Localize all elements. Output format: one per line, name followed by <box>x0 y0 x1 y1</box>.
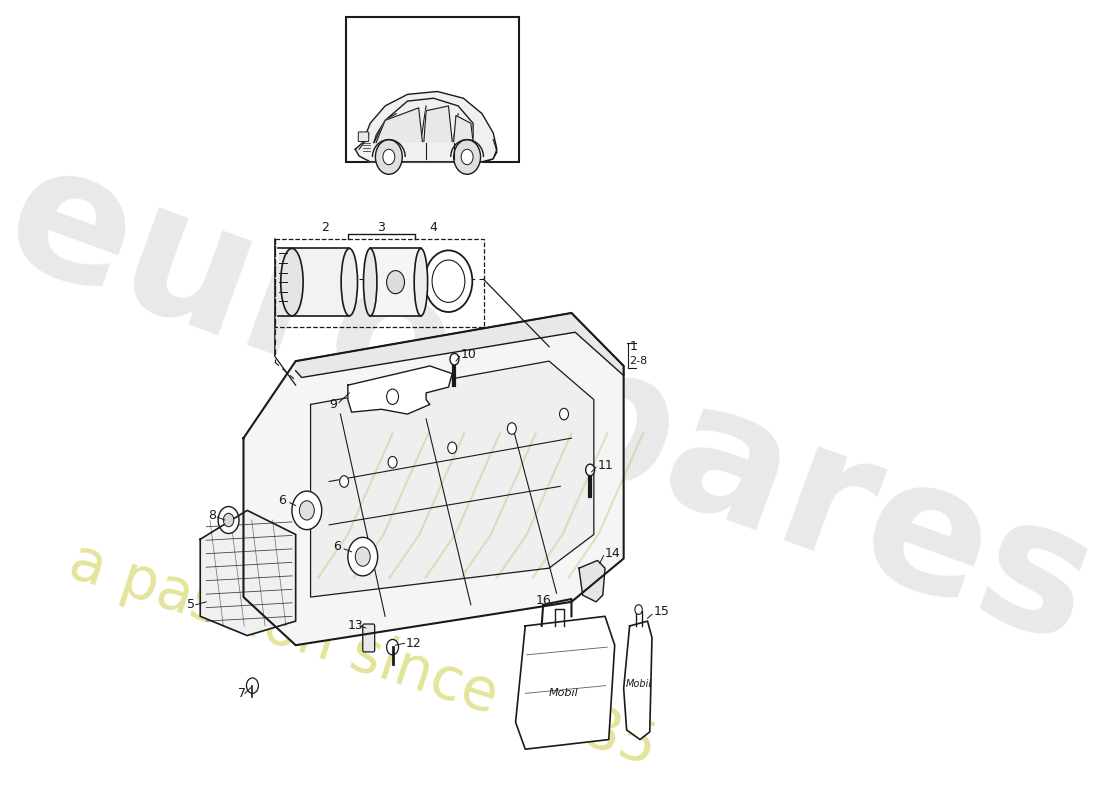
Polygon shape <box>310 361 594 597</box>
Text: 6: 6 <box>332 541 341 554</box>
Polygon shape <box>516 616 615 750</box>
Circle shape <box>386 270 405 294</box>
Text: Mobil: Mobil <box>549 688 579 698</box>
Polygon shape <box>243 313 624 645</box>
Polygon shape <box>348 366 452 414</box>
Circle shape <box>246 678 258 694</box>
Text: 9: 9 <box>329 398 337 411</box>
Polygon shape <box>579 561 605 602</box>
Polygon shape <box>424 106 452 142</box>
Text: 3: 3 <box>377 221 385 234</box>
Circle shape <box>383 150 395 165</box>
Text: 10: 10 <box>461 348 477 361</box>
Text: 1: 1 <box>629 340 638 353</box>
Text: 4: 4 <box>430 221 438 234</box>
Circle shape <box>375 140 403 174</box>
Text: 5: 5 <box>187 598 196 611</box>
Circle shape <box>450 354 459 365</box>
Circle shape <box>453 140 481 174</box>
Ellipse shape <box>415 249 428 316</box>
Circle shape <box>386 639 398 655</box>
Bar <box>275 239 484 327</box>
Text: a passion since 1985: a passion since 1985 <box>62 533 663 777</box>
Text: 12: 12 <box>406 637 421 650</box>
Text: 7: 7 <box>238 687 246 700</box>
FancyBboxPatch shape <box>359 132 369 142</box>
Circle shape <box>560 408 569 420</box>
Polygon shape <box>296 313 624 378</box>
Circle shape <box>386 389 398 405</box>
Text: 11: 11 <box>597 458 614 472</box>
Bar <box>346 18 519 162</box>
Polygon shape <box>355 91 497 162</box>
Text: eurospares: eurospares <box>0 126 1100 682</box>
Circle shape <box>507 422 516 434</box>
Ellipse shape <box>341 249 358 316</box>
Circle shape <box>218 506 239 534</box>
Circle shape <box>292 491 322 530</box>
Text: 8: 8 <box>208 509 217 522</box>
Polygon shape <box>624 621 652 739</box>
Circle shape <box>432 260 465 302</box>
Bar <box>375 249 421 316</box>
Text: 2: 2 <box>321 221 329 234</box>
Ellipse shape <box>280 249 304 316</box>
Circle shape <box>425 250 472 312</box>
Text: 6: 6 <box>278 494 286 507</box>
Text: 15: 15 <box>653 605 670 618</box>
Circle shape <box>299 501 315 520</box>
Ellipse shape <box>363 249 377 316</box>
FancyBboxPatch shape <box>363 624 375 652</box>
Text: 13: 13 <box>348 619 363 633</box>
Circle shape <box>448 442 456 454</box>
Circle shape <box>461 150 473 165</box>
Text: Mobil: Mobil <box>626 678 651 689</box>
Polygon shape <box>453 115 473 142</box>
Circle shape <box>348 538 377 576</box>
Bar <box>285 249 350 316</box>
Text: 2-8: 2-8 <box>629 356 648 366</box>
Polygon shape <box>200 510 296 635</box>
Polygon shape <box>376 108 422 142</box>
Circle shape <box>635 605 642 614</box>
Text: 14: 14 <box>605 547 620 560</box>
Circle shape <box>340 476 349 487</box>
Circle shape <box>388 457 397 468</box>
Circle shape <box>585 464 595 476</box>
Circle shape <box>223 514 234 526</box>
Circle shape <box>355 547 371 566</box>
Text: 16: 16 <box>536 594 551 606</box>
